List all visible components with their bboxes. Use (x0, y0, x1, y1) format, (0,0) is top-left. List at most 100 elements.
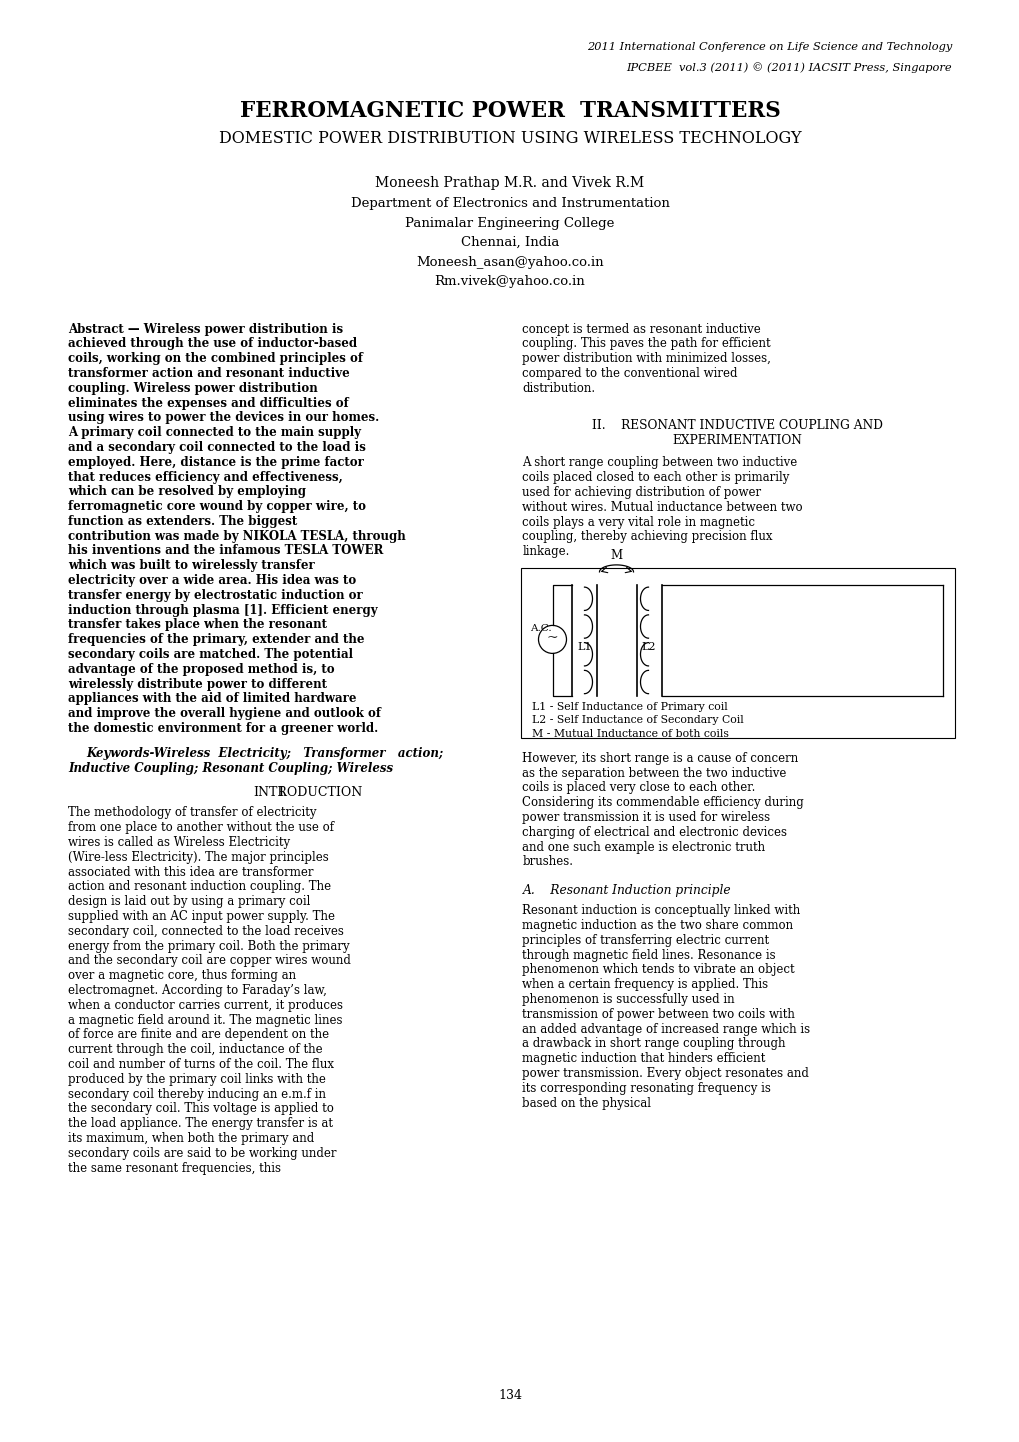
Text: coupling, thereby achieving precision flux: coupling, thereby achieving precision fl… (522, 531, 772, 544)
Text: which was built to wirelessly transfer: which was built to wirelessly transfer (68, 559, 315, 572)
Text: (Wire-less Electricity). The major principles: (Wire-less Electricity). The major princ… (68, 851, 328, 864)
Text: from one place to another without the use of: from one place to another without the us… (68, 822, 333, 835)
Text: which can be resolved by employing: which can be resolved by employing (68, 486, 306, 499)
Text: when a certain frequency is applied. This: when a certain frequency is applied. Thi… (522, 978, 768, 991)
Text: electricity over a wide area. His idea was to: electricity over a wide area. His idea w… (68, 574, 356, 587)
Text: II.    RESONANT INDUCTIVE COUPLING AND: II. RESONANT INDUCTIVE COUPLING AND (591, 418, 881, 431)
Text: function as extenders. The biggest: function as extenders. The biggest (68, 515, 297, 528)
Text: and improve the overall hygiene and outlook of: and improve the overall hygiene and outl… (68, 707, 381, 721)
Text: DOMESTIC POWER DISTRIBUTION USING WIRELESS TECHNOLOGY: DOMESTIC POWER DISTRIBUTION USING WIRELE… (218, 130, 801, 147)
Text: Keywords-Wireless  Electricity;   Transformer   action;: Keywords-Wireless Electricity; Transform… (86, 747, 443, 760)
Text: Moneesh Prathap M.R. and Vivek R.M: Moneesh Prathap M.R. and Vivek R.M (375, 176, 644, 190)
Text: A.    Resonant Induction principle: A. Resonant Induction principle (522, 884, 731, 897)
Text: wires is called as Wireless Electricity: wires is called as Wireless Electricity (68, 836, 289, 849)
Text: secondary coil thereby inducing an e.m.f in: secondary coil thereby inducing an e.m.f… (68, 1087, 326, 1100)
Text: of force are finite and are dependent on the: of force are finite and are dependent on… (68, 1028, 329, 1041)
Text: employed. Here, distance is the prime factor: employed. Here, distance is the prime fa… (68, 456, 364, 469)
Text: phenomenon is successfully used in: phenomenon is successfully used in (522, 994, 735, 1007)
Text: appliances with the aid of limited hardware: appliances with the aid of limited hardw… (68, 692, 357, 705)
Text: achieved through the use of inductor-based: achieved through the use of inductor-bas… (68, 337, 357, 350)
Text: L1 - Self Inductance of Primary coil: L1 - Self Inductance of Primary coil (532, 702, 728, 712)
Text: L2 - Self Inductance of Secondary Coil: L2 - Self Inductance of Secondary Coil (532, 715, 744, 725)
Text: a drawback in short range coupling through: a drawback in short range coupling throu… (522, 1037, 786, 1051)
Text: contribution was made by NIKOLA TESLA, through: contribution was made by NIKOLA TESLA, t… (68, 529, 406, 542)
Text: advantage of the proposed method is, to: advantage of the proposed method is, to (68, 663, 334, 676)
Text: and a secondary coil connected to the load is: and a secondary coil connected to the lo… (68, 441, 366, 454)
Text: electromagnet. According to Faraday’s law,: electromagnet. According to Faraday’s la… (68, 983, 326, 996)
Text: as the separation between the two inductive: as the separation between the two induct… (522, 767, 786, 780)
Text: brushes.: brushes. (522, 855, 573, 868)
Text: Resonant induction is conceptually linked with: Resonant induction is conceptually linke… (522, 904, 800, 917)
Text: secondary coils are said to be working under: secondary coils are said to be working u… (68, 1146, 336, 1159)
Text: I.: I. (278, 786, 287, 799)
Text: coil and number of turns of the coil. The flux: coil and number of turns of the coil. Th… (68, 1058, 333, 1071)
Text: Abstract — Wireless power distribution is: Abstract — Wireless power distribution i… (68, 323, 342, 336)
Text: over a magnetic core, thus forming an: over a magnetic core, thus forming an (68, 969, 296, 982)
Text: its maximum, when both the primary and: its maximum, when both the primary and (68, 1132, 314, 1145)
Text: ferromagnetic core wound by copper wire, to: ferromagnetic core wound by copper wire,… (68, 500, 366, 513)
Text: power distribution with minimized losses,: power distribution with minimized losses… (522, 352, 770, 365)
Text: transfer energy by electrostatic induction or: transfer energy by electrostatic inducti… (68, 588, 363, 601)
Text: design is laid out by using a primary coil: design is laid out by using a primary co… (68, 895, 310, 908)
Text: produced by the primary coil links with the: produced by the primary coil links with … (68, 1073, 325, 1086)
Text: coils placed closed to each other is primarily: coils placed closed to each other is pri… (522, 472, 789, 485)
Text: associated with this idea are transformer: associated with this idea are transforme… (68, 865, 313, 878)
Text: compared to the conventional wired: compared to the conventional wired (522, 366, 738, 379)
Text: the load appliance. The energy transfer is at: the load appliance. The energy transfer … (68, 1118, 332, 1131)
Text: used for achieving distribution of power: used for achieving distribution of power (522, 486, 761, 499)
Text: its corresponding resonating frequency is: its corresponding resonating frequency i… (522, 1082, 770, 1094)
Text: L2: L2 (641, 642, 655, 652)
Text: Department of Electronics and Instrumentation: Department of Electronics and Instrument… (351, 198, 668, 211)
Text: M - Mutual Inductance of both coils: M - Mutual Inductance of both coils (532, 728, 729, 738)
Text: coils is placed very close to each other.: coils is placed very close to each other… (522, 782, 755, 795)
Text: FERROMAGNETIC POWER  TRANSMITTERS: FERROMAGNETIC POWER TRANSMITTERS (239, 99, 780, 123)
Text: power transmission. Every object resonates and: power transmission. Every object resonat… (522, 1067, 809, 1080)
Text: current through the coil, inductance of the: current through the coil, inductance of … (68, 1044, 322, 1057)
Text: Chennai, India: Chennai, India (461, 236, 558, 249)
Text: Inductive Coupling; Resonant Coupling; Wireless: Inductive Coupling; Resonant Coupling; W… (68, 761, 392, 774)
Text: that reduces efficiency and effectiveness,: that reduces efficiency and effectivenes… (68, 470, 342, 483)
Text: magnetic induction that hinders efficient: magnetic induction that hinders efficien… (522, 1053, 765, 1066)
Text: A primary coil connected to the main supply: A primary coil connected to the main sup… (68, 425, 361, 440)
Text: charging of electrical and electronic devices: charging of electrical and electronic de… (522, 826, 787, 839)
Text: without wires. Mutual inductance between two: without wires. Mutual inductance between… (522, 500, 802, 513)
Text: Panimalar Engineering College: Panimalar Engineering College (405, 216, 614, 229)
Text: the secondary coil. This voltage is applied to: the secondary coil. This voltage is appl… (68, 1103, 333, 1116)
Text: transmission of power between two coils with: transmission of power between two coils … (522, 1008, 795, 1021)
Text: the domestic environment for a greener world.: the domestic environment for a greener w… (68, 722, 378, 735)
Text: magnetic induction as the two share common: magnetic induction as the two share comm… (522, 919, 793, 932)
Text: using wires to power the devices in our homes.: using wires to power the devices in our … (68, 411, 379, 424)
Text: distribution.: distribution. (522, 382, 595, 395)
Text: EXPERIMENTATION: EXPERIMENTATION (672, 434, 801, 447)
Bar (520, 568, 954, 738)
Text: wirelessly distribute power to different: wirelessly distribute power to different (68, 678, 327, 691)
Text: linkage.: linkage. (522, 545, 570, 558)
Text: supplied with an AC input power supply. The: supplied with an AC input power supply. … (68, 910, 334, 923)
Text: power transmission it is used for wireless: power transmission it is used for wirele… (522, 810, 770, 823)
Text: coils plays a very vital role in magnetic: coils plays a very vital role in magneti… (522, 515, 755, 529)
Text: induction through plasma [1]. Efficient energy: induction through plasma [1]. Efficient … (68, 604, 377, 617)
Text: action and resonant induction coupling. The: action and resonant induction coupling. … (68, 881, 331, 894)
Text: through magnetic field lines. Resonance is: through magnetic field lines. Resonance … (522, 949, 775, 962)
Text: energy from the primary coil. Both the primary: energy from the primary coil. Both the p… (68, 940, 350, 953)
Text: transfer takes place when the resonant: transfer takes place when the resonant (68, 619, 327, 632)
Text: his inventions and the infamous TESLA TOWER: his inventions and the infamous TESLA TO… (68, 545, 383, 558)
Text: ~: ~ (546, 632, 557, 646)
Text: and the secondary coil are copper wires wound: and the secondary coil are copper wires … (68, 955, 351, 968)
Text: based on the physical: based on the physical (522, 1097, 651, 1110)
Text: concept is termed as resonant inductive: concept is termed as resonant inductive (522, 323, 760, 336)
Text: 2011 International Conference on Life Science and Technology: 2011 International Conference on Life Sc… (586, 42, 951, 52)
Text: INTRODUCTION: INTRODUCTION (253, 786, 362, 799)
Text: The methodology of transfer of electricity: The methodology of transfer of electrici… (68, 806, 316, 819)
Text: Moneesh_asan@yahoo.co.in: Moneesh_asan@yahoo.co.in (416, 255, 603, 268)
Text: M: M (609, 549, 622, 562)
Text: coils, working on the combined principles of: coils, working on the combined principle… (68, 352, 363, 365)
Text: coupling. Wireless power distribution: coupling. Wireless power distribution (68, 382, 318, 395)
Text: a magnetic field around it. The magnetic lines: a magnetic field around it. The magnetic… (68, 1014, 342, 1027)
Text: transformer action and resonant inductive: transformer action and resonant inductiv… (68, 366, 350, 379)
Text: Rm.vivek@yahoo.co.in: Rm.vivek@yahoo.co.in (434, 275, 585, 288)
Text: A.C.: A.C. (530, 624, 551, 633)
Text: However, its short range is a cause of concern: However, its short range is a cause of c… (522, 751, 798, 764)
Text: phenomenon which tends to vibrate an object: phenomenon which tends to vibrate an obj… (522, 963, 795, 976)
Text: secondary coils are matched. The potential: secondary coils are matched. The potenti… (68, 647, 353, 660)
